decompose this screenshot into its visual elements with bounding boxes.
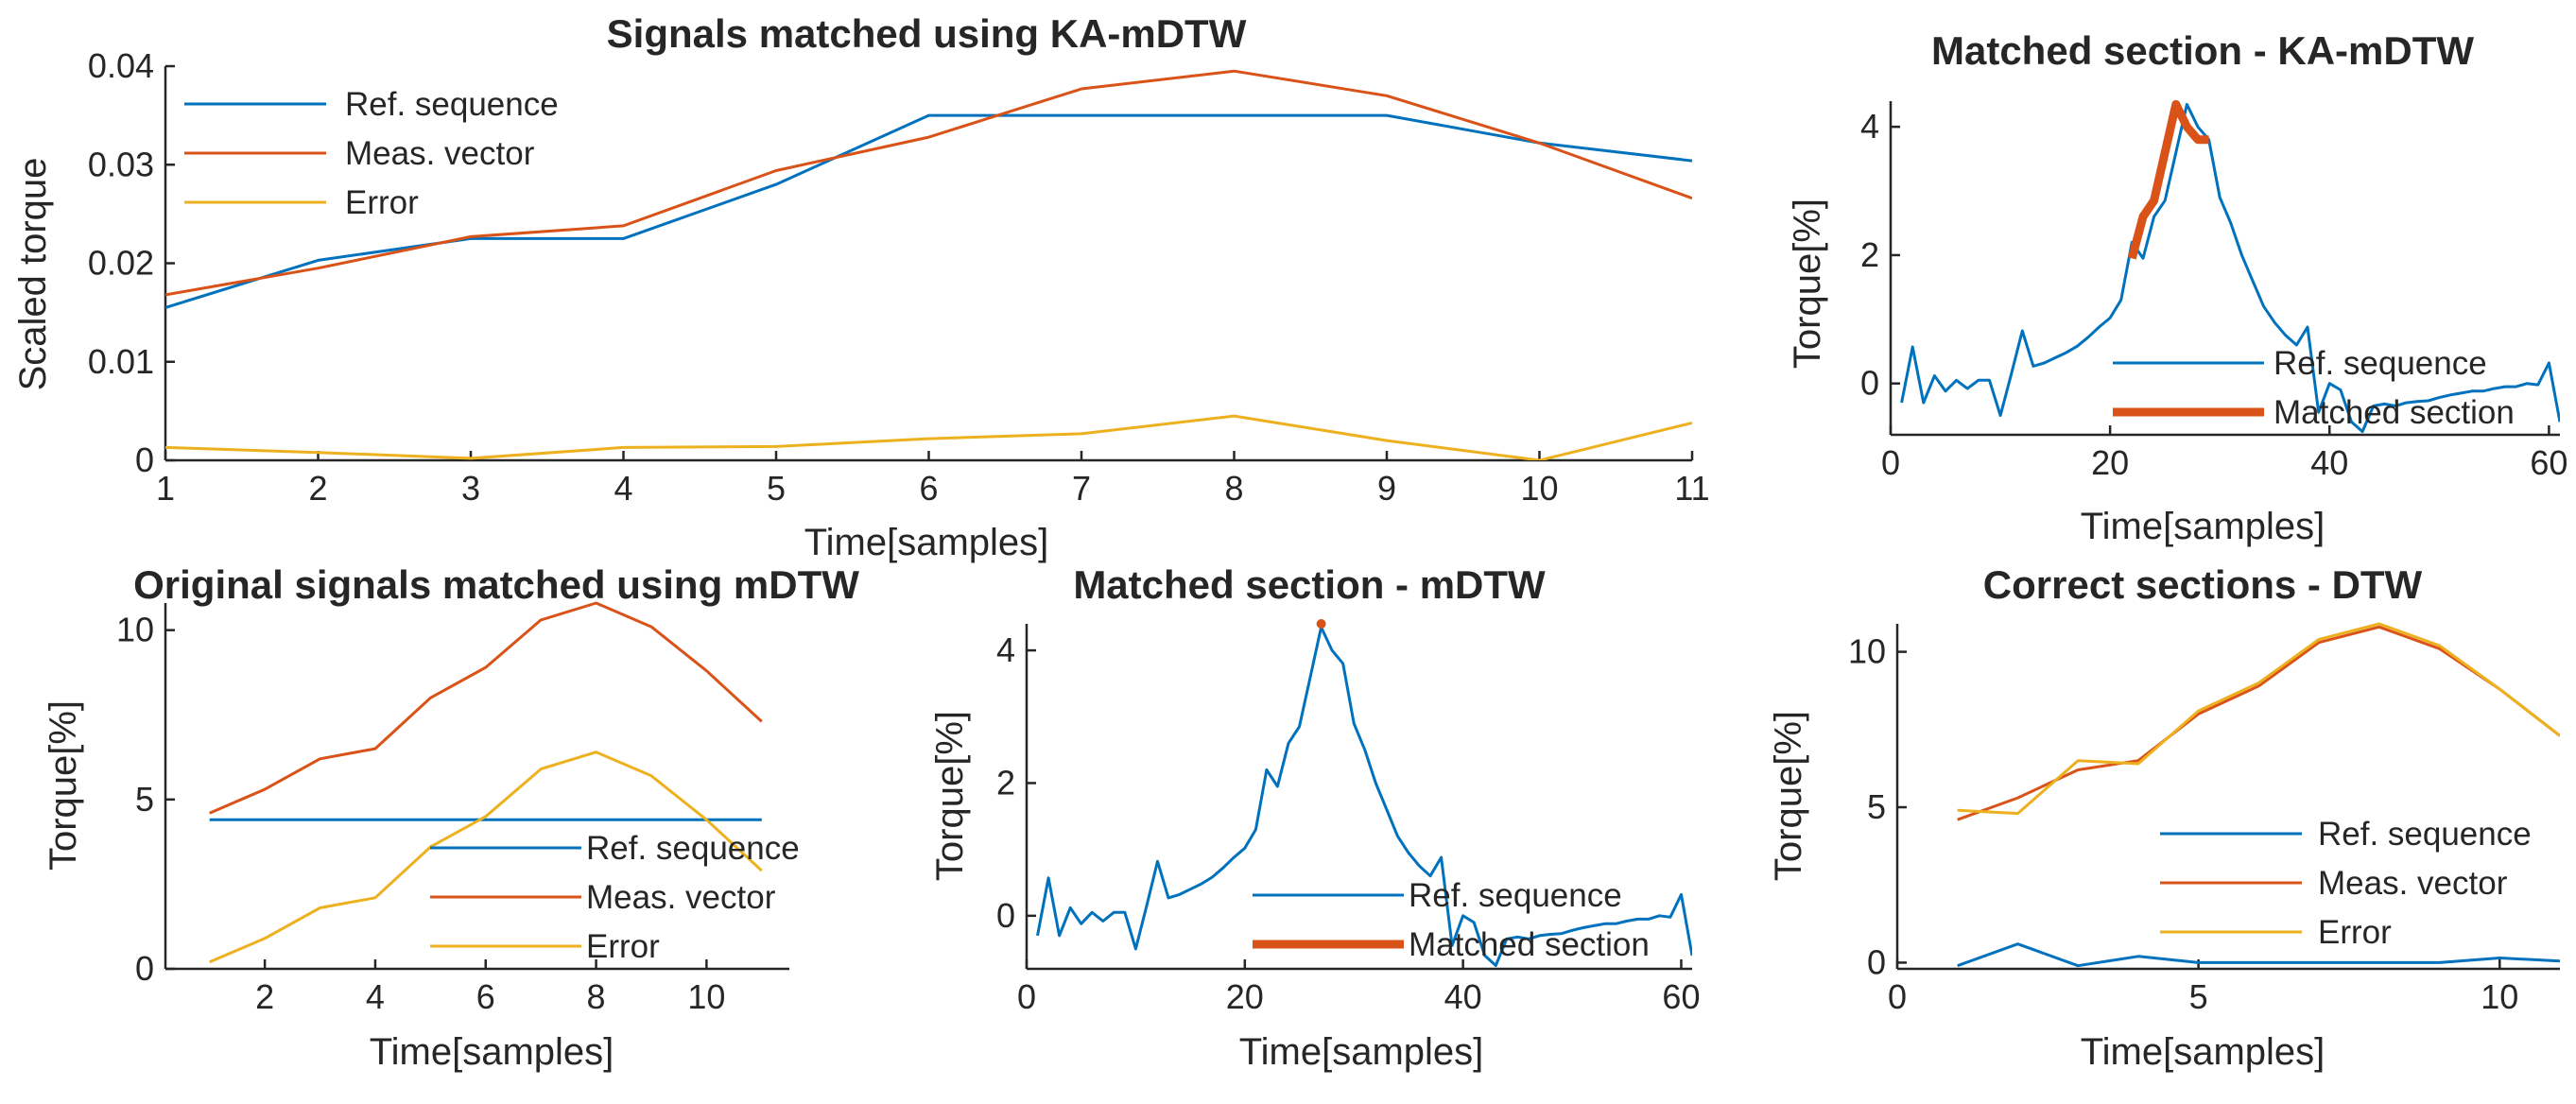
chart-title: Matched section - KA-mDTW [1931,28,2474,73]
y-tick-label: 5 [1867,787,1886,826]
x-tick-label: 40 [2310,443,2348,482]
x-tick-label: 7 [1072,469,1091,508]
x-tick-label: 5 [2189,977,2208,1016]
legend-entry: Matched section [1409,926,1650,963]
x-tick-label: 6 [476,977,495,1016]
x-tick-label: 3 [461,469,480,508]
series-line-ref-sequence [1957,942,2560,968]
x-tick-label: 40 [1444,977,1482,1016]
series-line-meas-vector [165,69,1692,297]
x-tick-label: 4 [614,469,632,508]
series-line-meas-vector [1957,625,2560,821]
y-tick-label: 0 [135,440,154,479]
y-axis-label: Scaled torque [12,158,54,391]
y-axis-label: Torque[%] [43,700,84,871]
y-tick-label: 0 [1867,942,1886,981]
y-tick-label: 4 [1860,107,1879,146]
x-tick-label: 10 [687,977,725,1016]
legend-entry: Ref. sequence [345,86,559,123]
x-tick-label: 9 [1377,469,1396,508]
legend-entry: Matched section [2273,394,2515,431]
x-tick-label: 8 [1224,469,1243,508]
series-line-ref-sequence [1900,102,2560,434]
y-tick-label: 2 [996,763,1015,802]
x-tick-label: 1 [156,469,175,508]
x-tick-label: 5 [767,469,786,508]
y-tick-label: 5 [135,780,154,819]
legend-entry: Ref. sequence [2273,345,2487,382]
x-tick-label: 10 [2481,977,2518,1016]
x-tick-label: 2 [308,469,327,508]
x-tick-label: 8 [587,977,606,1016]
legend-entry: Ref. sequence [1409,877,1622,914]
y-tick-label: 10 [1848,632,1886,671]
x-tick-label: 4 [366,977,385,1016]
x-tick-label: 11 [1674,469,1709,508]
legend-entry: Error [2318,914,2392,951]
chart-title: Original signals matched using mDTW [133,562,859,607]
x-tick-label: 20 [2091,443,2129,482]
legend-entry: Meas. vector [345,135,535,172]
legend-entry: Meas. vector [586,879,776,916]
x-axis-label: Time[samples] [1239,1031,1484,1073]
y-tick-label: 0.03 [88,145,154,183]
x-tick-label: 20 [1226,977,1264,1016]
y-tick-label: 10 [116,611,154,649]
y-axis-label: Torque[%] [929,711,971,881]
chart-title: Correct sections - DTW [1983,562,2423,607]
y-tick-label: 4 [996,630,1015,669]
y-tick-label: 0 [996,896,1015,935]
series-line-error [165,414,1692,460]
y-tick-label: 2 [1860,235,1879,274]
y-axis-label: Torque[%] [1768,711,1809,881]
y-tick-label: 0 [135,949,154,988]
y-tick-label: 0.04 [88,46,154,85]
y-tick-label: 0.01 [88,342,154,381]
chart-title: Signals matched using KA-mDTW [607,11,1247,56]
x-axis-label: Time[samples] [2081,506,2325,547]
series-line-error [1957,622,2560,816]
series-line-error [209,750,763,964]
x-tick-label: 60 [2530,443,2567,482]
y-axis-label: Torque[%] [1787,198,1828,369]
x-tick-label: 10 [1520,469,1558,508]
series-line-meas-vector [209,601,763,815]
legend-entry: Ref. sequence [2318,816,2532,853]
y-tick-label: 0 [1860,364,1879,403]
x-tick-label: 2 [255,977,274,1016]
x-tick-label: 0 [1017,977,1036,1016]
x-tick-label: 0 [1881,443,1900,482]
chart-title: Matched section - mDTW [1073,562,1546,607]
x-tick-label: 60 [1662,977,1700,1016]
series-marker-matched-section [1316,619,1326,629]
y-tick-label: 0.02 [88,244,154,283]
x-tick-label: 0 [1888,977,1907,1016]
legend-entry: Meas. vector [2318,865,2508,902]
x-axis-label: Time[samples] [2081,1031,2325,1073]
x-axis-label: Time[samples] [370,1031,614,1073]
series-line-ref-sequence [1036,626,1692,967]
x-axis-label: Time[samples] [804,522,1049,563]
series-line-matched-section [2127,99,2209,260]
legend-entry: Error [345,184,419,221]
legend-entry: Error [586,928,660,965]
x-tick-label: 6 [919,469,938,508]
legend-entry: Ref. sequence [586,830,800,867]
